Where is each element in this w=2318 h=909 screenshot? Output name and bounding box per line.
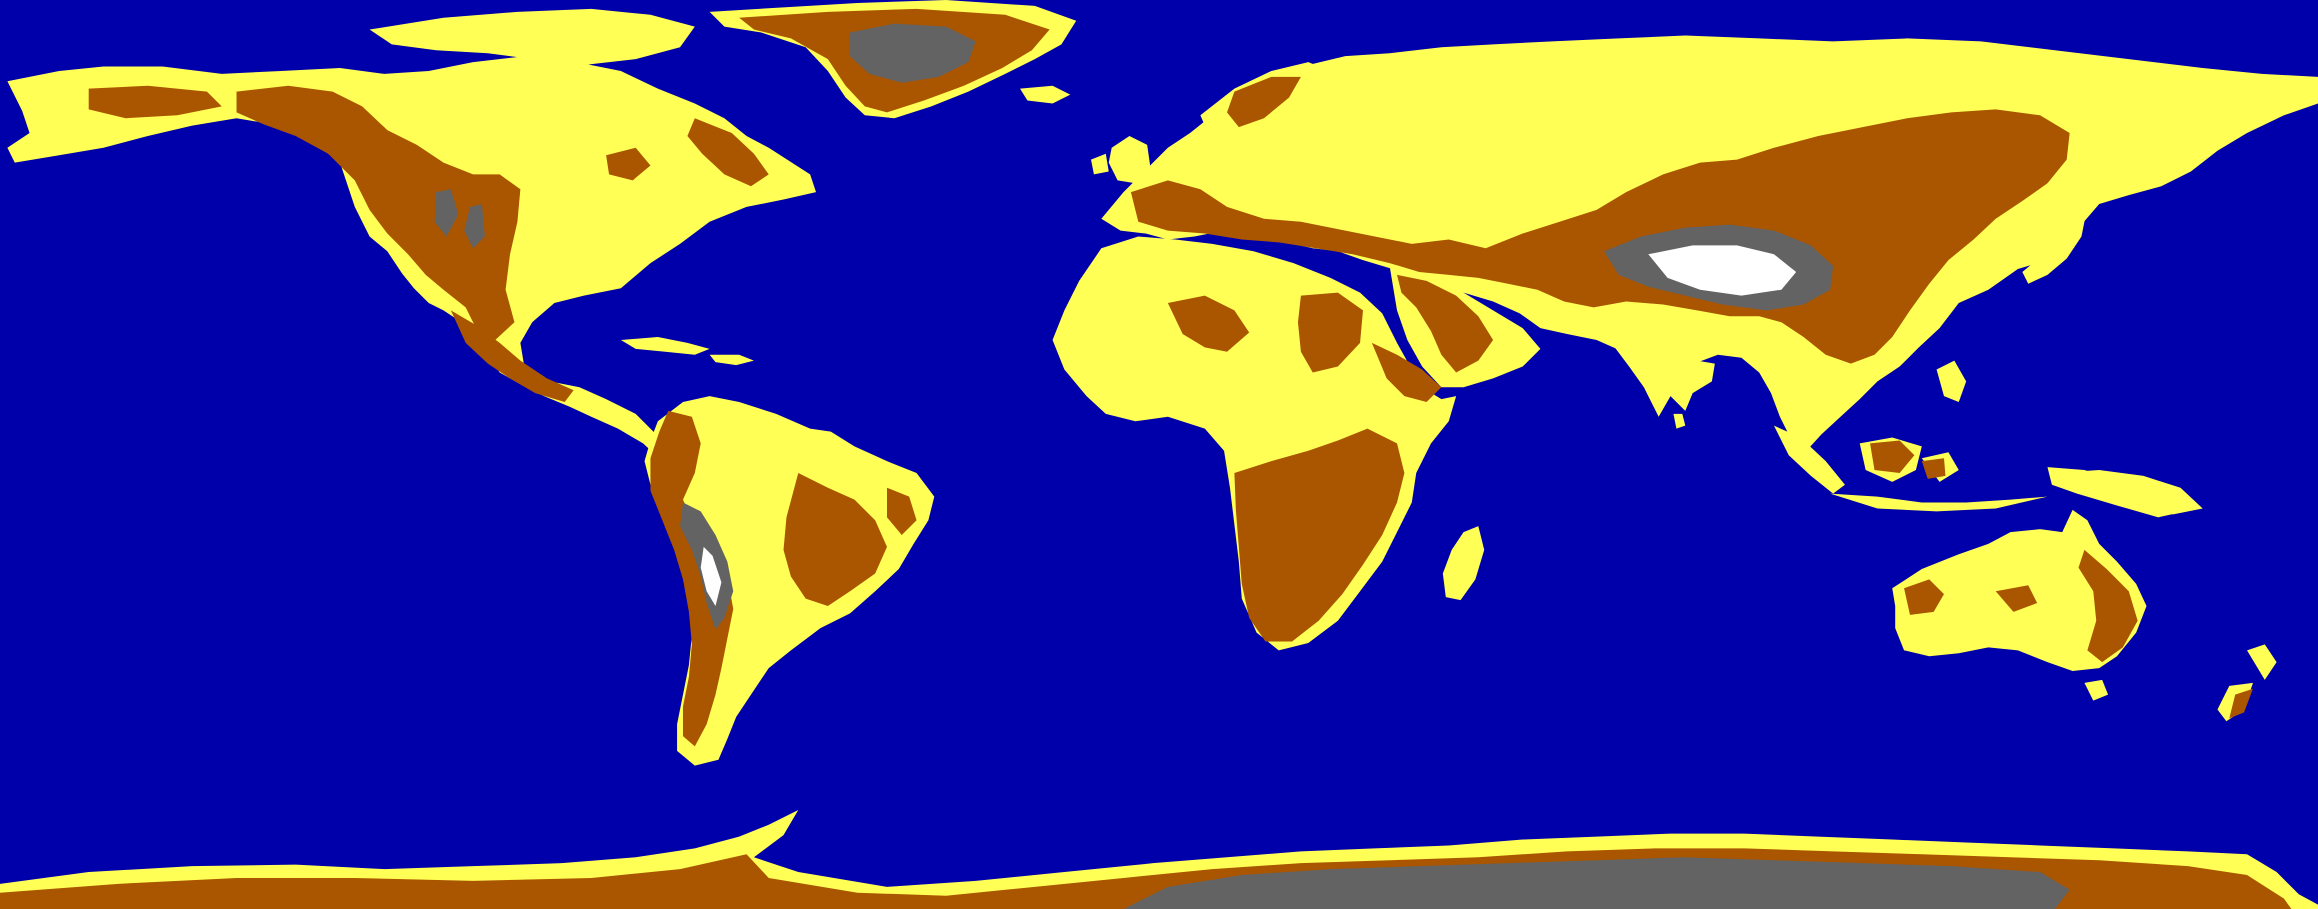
andes-summit <box>700 546 722 606</box>
new-guinea-lowland <box>2047 467 2185 518</box>
mexico-upland <box>450 310 574 403</box>
summit-layer <box>700 245 1797 606</box>
southeast-asia-upland <box>1870 440 1946 479</box>
caribbean-lowland <box>620 336 754 366</box>
africa-upland <box>1234 428 1405 642</box>
iceland-lowland <box>1020 85 1071 104</box>
new-zealand-lowland <box>2217 644 2277 722</box>
greenland-icecap <box>850 23 976 83</box>
africa-north-upland <box>1167 292 1442 403</box>
japan-lowland <box>2022 192 2088 284</box>
antarctica-highland <box>1123 857 2070 909</box>
arabia-upland <box>1397 274 1494 373</box>
arctic-islands-lowland <box>369 8 695 66</box>
scandinavia-upland <box>1227 76 1301 128</box>
rockies-highland <box>434 189 485 249</box>
tibet-summit <box>1648 245 1797 296</box>
new-zealand-upland <box>2229 688 2253 719</box>
alaska-upland <box>88 85 222 119</box>
australia-upland <box>1904 549 2138 663</box>
brazil-upland <box>783 472 917 606</box>
upland-layer <box>0 8 2292 909</box>
british-isles-lowland <box>1090 135 1151 184</box>
andes-upland <box>650 410 734 747</box>
north-america-upland <box>236 85 521 340</box>
eurasia-upland <box>1130 109 2070 364</box>
india-lowland <box>1611 342 1715 417</box>
tasmania-lowland <box>2084 679 2109 701</box>
canada-upland <box>606 118 769 187</box>
madagascar-lowland <box>1442 526 1485 601</box>
sri-lanka-lowland <box>1673 413 1686 429</box>
